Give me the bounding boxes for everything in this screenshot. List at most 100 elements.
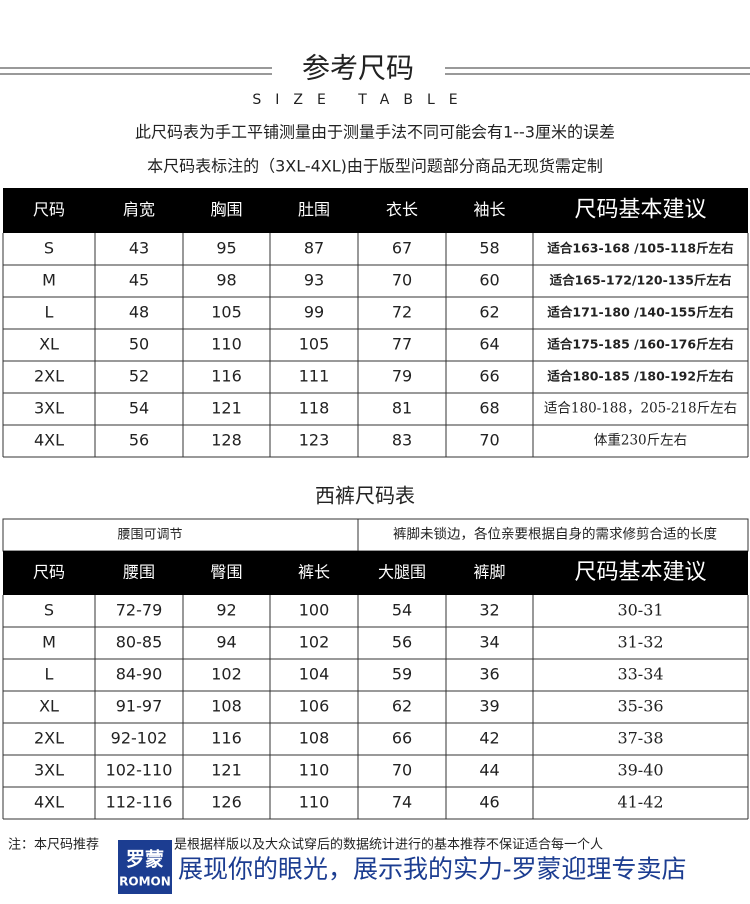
cell: 30-31 xyxy=(617,601,663,620)
cell: 77 xyxy=(392,335,412,354)
title: 参考尺码 xyxy=(302,52,414,85)
cell: 80-85 xyxy=(116,633,163,652)
cell: 91-97 xyxy=(116,697,163,716)
cell: 39-40 xyxy=(617,761,663,780)
cell: 52 xyxy=(129,367,149,386)
cell: XL xyxy=(39,335,59,354)
note-cell: 腰围可调节 xyxy=(117,528,182,543)
cell: 81 xyxy=(392,399,412,418)
cell: 4XL xyxy=(34,793,64,812)
cell: 适合175-185 /160-176斤左右 xyxy=(547,337,733,352)
section-title: 西裤尺码表 xyxy=(315,484,415,508)
cell: 104 xyxy=(299,665,330,684)
column-header: 尺码基本建议 xyxy=(574,560,706,585)
cell: M xyxy=(42,633,56,652)
column-header: 臀围 xyxy=(210,563,242,582)
header-row xyxy=(3,551,748,595)
cell: 106 xyxy=(299,697,330,716)
cell: 56 xyxy=(392,633,412,652)
cell: 105 xyxy=(299,335,330,354)
cell: 66 xyxy=(479,367,499,386)
cell: 3XL xyxy=(34,399,64,418)
cell: 70 xyxy=(392,761,412,780)
cell: 32 xyxy=(479,601,499,620)
cell: 34 xyxy=(479,633,499,652)
cell: 42 xyxy=(479,729,499,748)
cell: 84-90 xyxy=(116,665,163,684)
cell: 62 xyxy=(479,303,499,322)
cell: 适合180-185 /180-192斤左右 xyxy=(547,369,733,384)
cell: 67 xyxy=(392,239,412,258)
cell: 72-79 xyxy=(116,601,163,620)
cell: 95 xyxy=(216,239,236,258)
cell: 112-116 xyxy=(106,793,173,812)
column-header: 尺码 xyxy=(33,200,65,219)
cell: 128 xyxy=(211,431,242,450)
cell: S xyxy=(44,601,54,620)
cell: 93 xyxy=(304,271,324,290)
cell: 64 xyxy=(479,335,499,354)
column-header: 尺码基本建议 xyxy=(574,198,706,223)
cell: 56 xyxy=(129,431,149,450)
cell: 适合180-188，205-218斤左右 xyxy=(544,401,737,417)
cell: 92 xyxy=(216,601,236,620)
cell: 100 xyxy=(299,601,330,620)
cell: 48 xyxy=(129,303,149,322)
cell: 2XL xyxy=(34,367,64,386)
logo-en: ROMON xyxy=(119,875,171,889)
cell: 121 xyxy=(211,399,242,418)
cell: 46 xyxy=(479,793,499,812)
cell: 50 xyxy=(129,335,149,354)
column-header: 裤长 xyxy=(298,563,330,582)
cell: 110 xyxy=(211,335,242,354)
column-header: 衣长 xyxy=(386,200,418,219)
cell: 59 xyxy=(392,665,412,684)
cell: 60 xyxy=(479,271,499,290)
cell: 66 xyxy=(392,729,412,748)
header-row xyxy=(3,188,748,233)
cell: 70 xyxy=(479,431,499,450)
cell: 39 xyxy=(479,697,499,716)
cell: 31-32 xyxy=(617,633,663,652)
cell: 62 xyxy=(392,697,412,716)
cell: 99 xyxy=(304,303,324,322)
cell: 102 xyxy=(299,633,330,652)
cell: 3XL xyxy=(34,761,64,780)
cell: 116 xyxy=(211,729,242,748)
subtitle: SIZE TABLE xyxy=(252,92,471,108)
cell: 108 xyxy=(211,697,242,716)
cell: 适合163-168 /105-118斤左右 xyxy=(547,241,733,256)
cell: 118 xyxy=(299,399,330,418)
cell: 102 xyxy=(211,665,242,684)
footer-note: 是根据样版以及大众试穿后的数据统计进行的基本推荐不保证适合每一个人 xyxy=(174,837,603,853)
note-cell: 裤脚未锁边，各位亲要根据自身的需求修剪合适的长度 xyxy=(393,527,717,543)
cell: 54 xyxy=(392,601,412,620)
cell: XL xyxy=(39,697,59,716)
cell: 111 xyxy=(299,367,330,386)
cell: 105 xyxy=(211,303,242,322)
column-header: 胸围 xyxy=(210,200,242,219)
logo-box xyxy=(118,840,172,894)
cell: 35-36 xyxy=(617,697,663,716)
cell: 体重230斤左右 xyxy=(594,433,687,449)
note: 此尺码表为手工平铺测量由于测量手法不同可能会有1--3厘米的误差 xyxy=(135,123,615,142)
cell: 45 xyxy=(129,271,149,290)
cell: 126 xyxy=(211,793,242,812)
cell: 74 xyxy=(392,793,412,812)
cell: 123 xyxy=(299,431,330,450)
cell: 116 xyxy=(211,367,242,386)
cell: 110 xyxy=(299,793,330,812)
cell: 72 xyxy=(392,303,412,322)
cell: 54 xyxy=(129,399,149,418)
cell: M xyxy=(42,271,56,290)
cell: 适合171-180 /140-155斤左右 xyxy=(547,305,733,320)
column-header: 肚围 xyxy=(298,200,330,219)
cell: 92-102 xyxy=(111,729,168,748)
cell: 68 xyxy=(479,399,499,418)
cell: 2XL xyxy=(34,729,64,748)
footer-note: 注：本尺码推荐 xyxy=(8,838,99,853)
cell: 适合165-172/120-135斤左右 xyxy=(550,273,732,288)
cell: 44 xyxy=(479,761,499,780)
